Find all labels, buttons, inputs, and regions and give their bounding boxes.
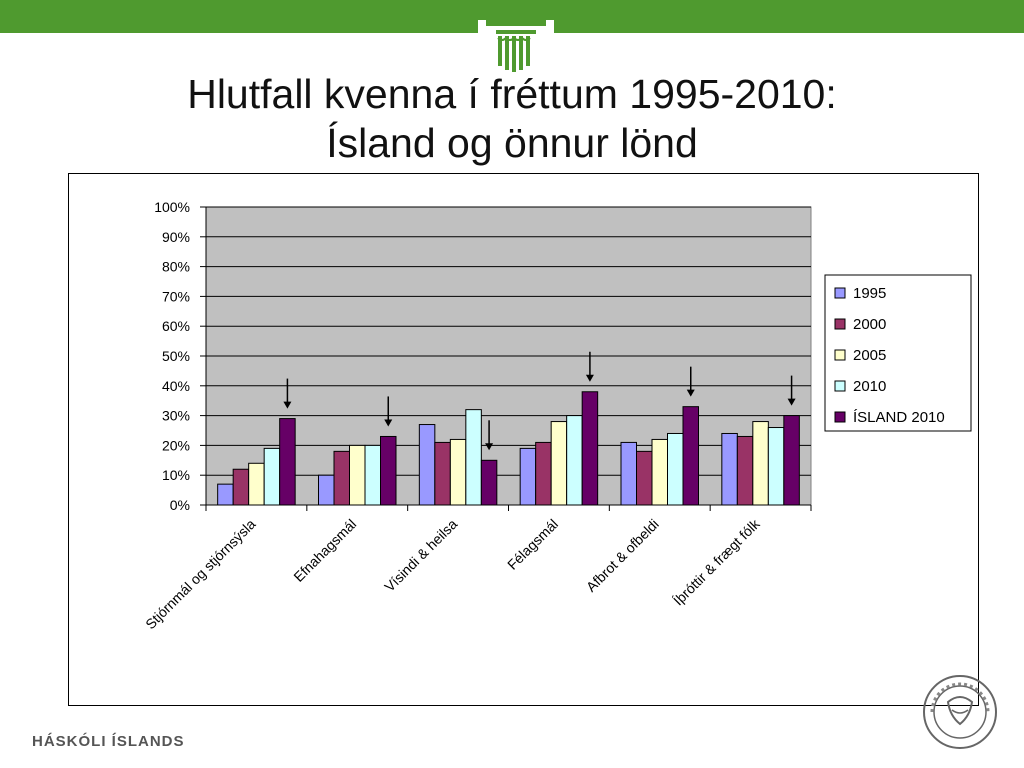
- legend-label: 2000: [853, 316, 886, 333]
- title-line-1: Hlutfall kvenna í fréttum 1995-2010:: [187, 71, 837, 117]
- bar-3-2: [349, 444, 366, 506]
- bar-5-6: [783, 415, 800, 506]
- bar-4-2: [364, 444, 381, 506]
- university-logo-icon: [478, 20, 554, 80]
- legend-label: 2010: [853, 378, 886, 395]
- bar-3-3: [449, 438, 467, 506]
- arrow-head: [787, 398, 796, 406]
- bar-3-6: [752, 421, 769, 506]
- bar-2-5: [636, 450, 653, 506]
- bar-4-1: [263, 447, 281, 506]
- bar-3-5: [651, 438, 668, 506]
- y-tick-label: 40%: [162, 378, 190, 394]
- arrow-head: [585, 374, 594, 382]
- bar-2-2: [333, 450, 350, 506]
- legend-swatch: [834, 349, 846, 361]
- y-tick-label: 80%: [162, 259, 190, 275]
- bar-4-5: [667, 432, 684, 506]
- y-tick-label: 70%: [162, 288, 190, 304]
- bar-chart: 0% 10% 20% 30% 40% 50% 60% 70% 80% 90% 100% Stjórnm…: [142, 199, 972, 633]
- legend-swatch: [834, 411, 846, 423]
- legend-label: ÍSLAND 2010: [853, 409, 945, 426]
- chart-frame: 0% 10% 20% 30% 40% 50% 60% 70% 80% 90% 100% Stjórnm…: [68, 173, 979, 706]
- legend: 1995 2000 2005 2010 ÍSLAND 2010: [824, 274, 972, 432]
- institution-name: HÁSKÓLI ÍSLANDS: [32, 733, 185, 750]
- bar-2-1: [232, 468, 250, 506]
- legend-swatch: [834, 318, 846, 330]
- bar-4-4: [566, 415, 583, 506]
- bar-2-6: [736, 435, 754, 506]
- slide-title: Hlutfall kvenna í fréttum 1995-2010: Ísl…: [0, 70, 1024, 168]
- title-line-2: Ísland og önnur lönd: [326, 120, 698, 166]
- bar-1-3: [418, 424, 436, 506]
- x-tick-label: Félagsmál: [504, 516, 561, 573]
- legend-label: 2005: [853, 347, 886, 364]
- y-tick-label: 90%: [162, 229, 190, 245]
- bar-1-2: [318, 474, 335, 506]
- arrow-head: [283, 401, 292, 409]
- legend-label: 1995: [853, 285, 886, 302]
- bar-3-1: [248, 462, 265, 506]
- bar-4-3: [465, 409, 482, 506]
- x-tick-label: Afbrot & ofbeldi: [583, 516, 662, 595]
- y-tick-label: 10%: [162, 467, 190, 483]
- x-tick-label: Efnahagsmál: [290, 516, 359, 585]
- y-tick-label: 20%: [162, 437, 190, 453]
- x-tick-label: Íþróttir & frægt fólk: [670, 515, 763, 608]
- bar-1-6: [721, 432, 738, 506]
- x-tick-label: Stjórnmál og stjórnsýsla: [142, 516, 259, 633]
- bar-5-2: [380, 435, 397, 506]
- legend-box: [824, 274, 972, 432]
- bar-5-3: [480, 459, 498, 506]
- bar-2-3: [434, 441, 451, 506]
- bar-1-5: [620, 441, 637, 506]
- x-tick-label: Vísindi & heilsa: [381, 516, 460, 595]
- bar-1-4: [519, 447, 537, 506]
- arrow-head: [384, 419, 393, 427]
- y-tick-label: 30%: [162, 408, 190, 424]
- bar-4-6: [767, 427, 785, 506]
- legend-swatch: [834, 287, 846, 299]
- bar-5-4: [581, 391, 599, 506]
- university-seal-icon: [923, 675, 997, 749]
- y-tick-label: 50%: [162, 348, 190, 364]
- bar-1-1: [217, 483, 234, 506]
- bar-5-1: [279, 418, 296, 506]
- y-tick-label: 0%: [170, 497, 190, 513]
- y-tick-label: 100%: [154, 199, 190, 215]
- bar-3-4: [550, 421, 568, 506]
- arrow-head: [686, 389, 695, 397]
- bar-2-4: [535, 441, 552, 506]
- bar-5-5: [682, 406, 699, 506]
- arrow-head: [485, 443, 494, 451]
- legend-swatch: [834, 380, 846, 392]
- y-tick-label: 60%: [162, 318, 190, 334]
